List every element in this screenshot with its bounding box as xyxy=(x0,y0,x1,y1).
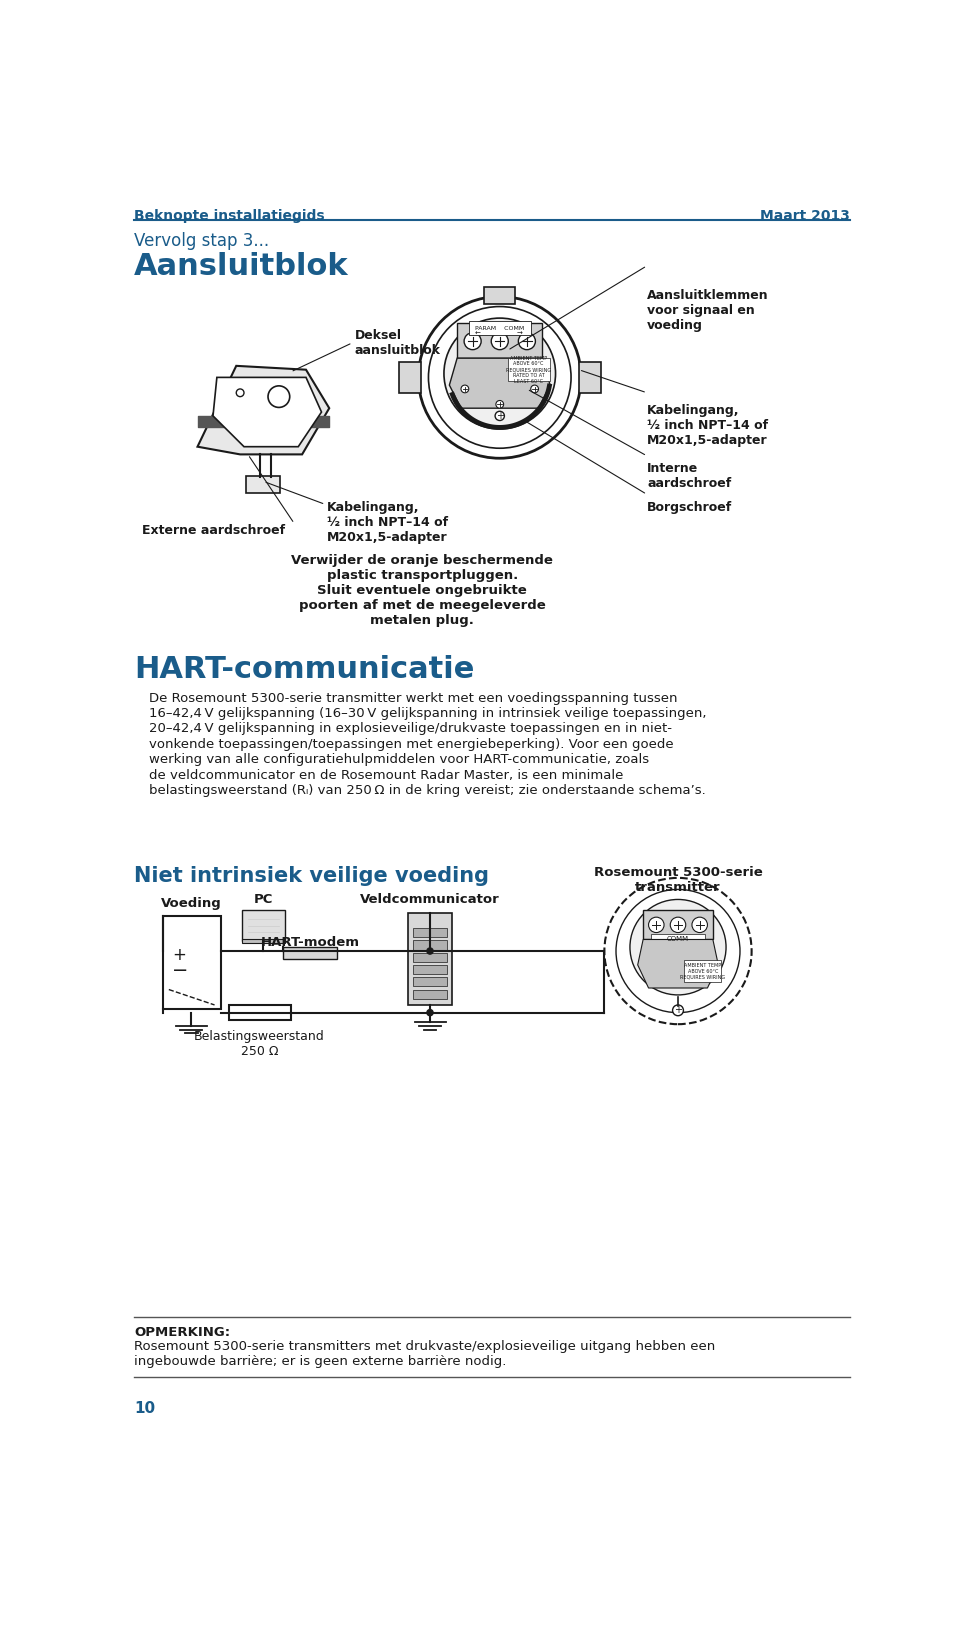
Circle shape xyxy=(464,332,481,350)
Text: Kabelingang,
½ inch NPT–14 of
M20x1,5-adapter: Kabelingang, ½ inch NPT–14 of M20x1,5-ad… xyxy=(327,501,448,543)
Circle shape xyxy=(673,1005,684,1015)
Circle shape xyxy=(419,296,581,458)
Text: Rosemount 5300-serie
transmitter: Rosemount 5300-serie transmitter xyxy=(593,866,762,894)
Text: AMBIENT TEMP
ABOVE 60°C
REQUIRES WIRING: AMBIENT TEMP ABOVE 60°C REQUIRES WIRING xyxy=(681,963,726,979)
Text: HART-communicatie: HART-communicatie xyxy=(134,655,474,684)
Bar xyxy=(457,324,542,359)
Text: Interne
aardschroef: Interne aardschroef xyxy=(647,462,732,489)
Bar xyxy=(413,964,447,974)
Circle shape xyxy=(444,318,556,429)
Circle shape xyxy=(268,386,290,408)
Text: +: + xyxy=(173,946,186,964)
Text: PC: PC xyxy=(253,894,273,907)
Circle shape xyxy=(428,306,571,449)
Text: HART-modem: HART-modem xyxy=(260,936,359,948)
Circle shape xyxy=(670,917,685,933)
Circle shape xyxy=(461,385,468,393)
Polygon shape xyxy=(637,940,718,989)
Text: OPMERKING:: OPMERKING: xyxy=(134,1326,230,1339)
Circle shape xyxy=(630,899,726,995)
Text: PARAM    COMM: PARAM COMM xyxy=(475,326,524,331)
Text: Veldcommunicator: Veldcommunicator xyxy=(360,894,500,907)
Text: →: → xyxy=(516,331,522,337)
Bar xyxy=(242,910,285,941)
Circle shape xyxy=(427,948,433,954)
Bar xyxy=(242,940,285,943)
Text: Belastingsweerstand
250 Ω: Belastingsweerstand 250 Ω xyxy=(194,1030,324,1058)
Bar xyxy=(413,953,447,963)
Circle shape xyxy=(427,1010,433,1015)
Bar xyxy=(579,362,601,393)
Circle shape xyxy=(605,877,752,1025)
Text: +: + xyxy=(674,1005,682,1015)
Circle shape xyxy=(692,917,708,933)
Bar xyxy=(508,359,550,381)
Text: ←: ← xyxy=(475,331,481,337)
Bar xyxy=(413,989,447,999)
Bar xyxy=(399,362,420,393)
Text: Niet intrinsiek veilige voeding: Niet intrinsiek veilige voeding xyxy=(134,866,489,886)
Text: −: − xyxy=(172,961,188,981)
Bar xyxy=(228,1005,291,1020)
Text: 16–42,4 V gelijkspanning (16–30 V gelijkspanning in intrinsiek veilige toepassin: 16–42,4 V gelijkspanning (16–30 V gelijk… xyxy=(150,707,707,720)
Text: +: + xyxy=(495,411,504,421)
Bar xyxy=(413,928,447,936)
Circle shape xyxy=(518,332,536,350)
Circle shape xyxy=(531,385,539,393)
Polygon shape xyxy=(449,359,550,408)
Text: Maart 2013: Maart 2013 xyxy=(760,210,850,223)
Text: vonkende toepassingen/toepassingen met energiebeperking). Voor een goede: vonkende toepassingen/toepassingen met e… xyxy=(150,738,674,751)
Circle shape xyxy=(496,401,504,408)
Text: 20–42,4 V gelijkspanning in explosieveilige/drukvaste toepassingen en in niet-: 20–42,4 V gelijkspanning in explosieveil… xyxy=(150,722,672,735)
Polygon shape xyxy=(198,365,329,455)
Text: belastingsweerstand (Rₗ) van 250 Ω in de kring vereist; zie onderstaande schema’: belastingsweerstand (Rₗ) van 250 Ω in de… xyxy=(150,784,707,797)
Bar xyxy=(484,288,516,304)
Bar xyxy=(413,940,447,949)
Text: Deksel
aansluitblok: Deksel aansluitblok xyxy=(355,329,441,357)
Text: Aansluitblok: Aansluitblok xyxy=(134,252,348,282)
Bar xyxy=(408,912,452,1005)
Text: Externe aardschroef: Externe aardschroef xyxy=(142,524,285,537)
Circle shape xyxy=(649,917,664,933)
Text: COMM: COMM xyxy=(667,936,689,943)
Bar xyxy=(651,935,706,945)
Text: Voeding: Voeding xyxy=(161,897,222,910)
Text: Aansluitklemmen
voor signaal en
voeding: Aansluitklemmen voor signaal en voeding xyxy=(647,288,769,332)
Text: AMBIENT TEMP
ABOVE 60°C
REQUIRES WIRING
RATED TO AT
LEAST 60°C: AMBIENT TEMP ABOVE 60°C REQUIRES WIRING … xyxy=(506,355,551,383)
Circle shape xyxy=(492,332,508,350)
Bar xyxy=(283,948,337,959)
Bar xyxy=(684,961,721,982)
Text: Beknopte installatiegids: Beknopte installatiegids xyxy=(134,210,324,223)
Text: Borgschroef: Borgschroef xyxy=(647,501,732,514)
Bar xyxy=(468,321,531,336)
Circle shape xyxy=(236,390,244,396)
Bar xyxy=(643,910,713,940)
Text: Vervolg stap 3...: Vervolg stap 3... xyxy=(134,232,269,250)
Text: de veldcommunicator en de Rosemount Radar Master, is een minimale: de veldcommunicator en de Rosemount Rada… xyxy=(150,768,624,781)
Text: Rosemount 5300-serie transmitters met drukvaste/explosieveilige uitgang hebben e: Rosemount 5300-serie transmitters met dr… xyxy=(134,1341,715,1369)
Polygon shape xyxy=(213,378,322,447)
Text: De Rosemount 5300-serie transmitter werkt met een voedingsspanning tussen: De Rosemount 5300-serie transmitter werk… xyxy=(150,691,678,704)
Text: Kabelingang,
½ inch NPT–14 of
M20x1,5-adapter: Kabelingang, ½ inch NPT–14 of M20x1,5-ad… xyxy=(647,404,768,447)
Text: werking van alle configuratiehulpmiddelen voor HART-communicatie, zoals: werking van alle configuratiehulpmiddele… xyxy=(150,753,650,766)
Bar xyxy=(413,977,447,987)
Text: 10: 10 xyxy=(134,1401,156,1416)
Circle shape xyxy=(616,889,740,1013)
Text: Verwijder de oranje beschermende
plastic transportpluggen.
Sluit eventuele ongeb: Verwijder de oranje beschermende plastic… xyxy=(291,555,553,627)
Bar xyxy=(162,917,221,1008)
Circle shape xyxy=(495,411,504,421)
Bar xyxy=(247,476,280,493)
